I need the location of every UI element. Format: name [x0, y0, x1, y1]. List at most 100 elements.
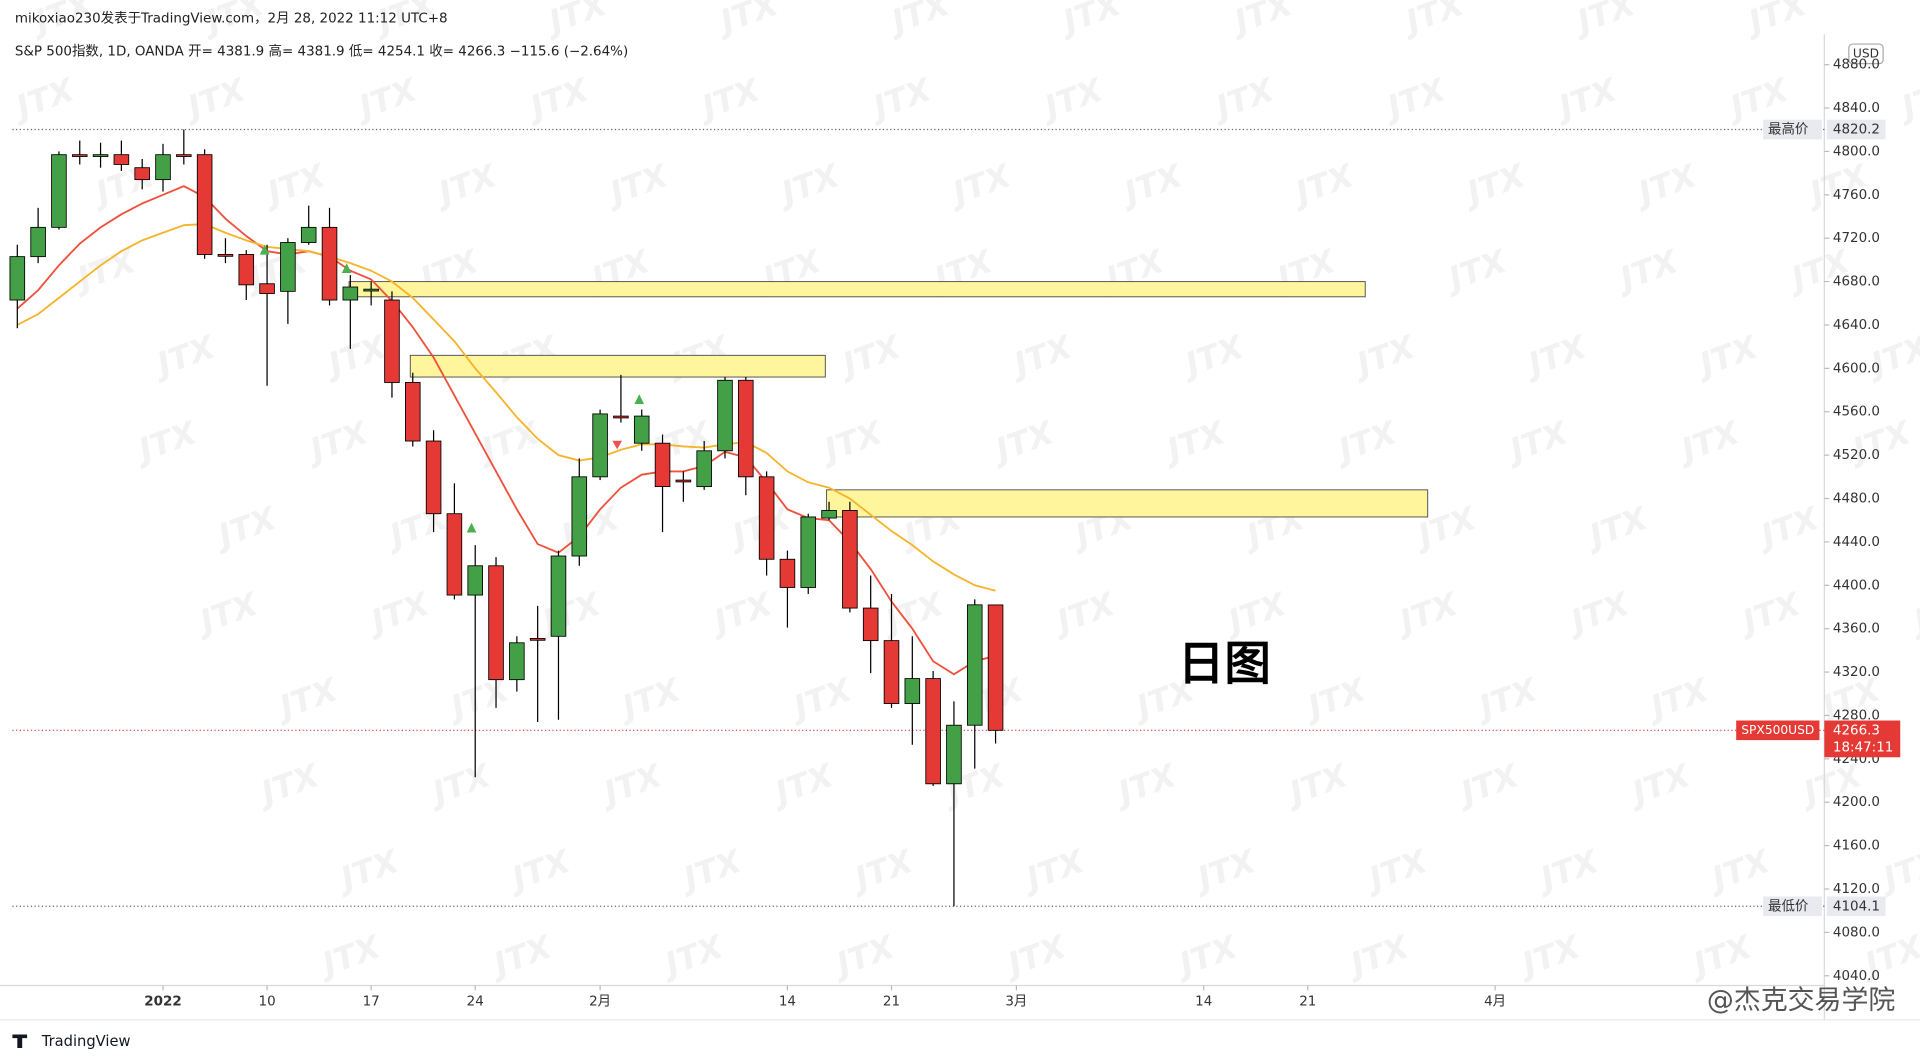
countdown: 18:47:11 — [1833, 740, 1893, 755]
y-tick-label: 4360.0 — [1833, 622, 1880, 637]
watermark: JTX — [1285, 156, 1360, 214]
y-tick-label: 4480.0 — [1833, 492, 1880, 507]
y-tick-label: 4040.0 — [1833, 969, 1880, 984]
ticker-box — [1736, 720, 1820, 741]
legend-item: 4266.3 — [458, 44, 505, 59]
watermark: JTX — [655, 927, 730, 985]
x-tick-label: 14 — [779, 994, 796, 1009]
x-tick-label: 17 — [363, 994, 380, 1009]
watermark: JTX — [1114, 156, 1189, 214]
watermark: JTX — [330, 841, 405, 899]
watermark: JTX — [1640, 670, 1715, 728]
watermark: JTX — [1512, 927, 1587, 985]
watermark: JTX — [1671, 413, 1746, 471]
candle-body — [446, 513, 463, 596]
candle-body — [176, 154, 192, 157]
zone — [826, 489, 1429, 518]
currency: USD — [1853, 46, 1879, 60]
watermark: JTX — [269, 670, 344, 728]
price-value: 4266.3 — [1833, 723, 1880, 738]
legend-item: S&P 500指数, 1D, OANDA — [15, 43, 185, 59]
y-tick-label: 4880.0 — [1833, 58, 1880, 73]
y-tick-label: 4720.0 — [1833, 231, 1880, 246]
x-tick-label: 4月 — [1484, 994, 1506, 1009]
y-tick-label: 4280.0 — [1833, 708, 1880, 723]
watermark: JTX — [599, 156, 674, 214]
watermark: JTX — [312, 927, 387, 985]
watermark: JTX — [1003, 327, 1078, 385]
watermark: JTX — [1622, 756, 1697, 814]
candle-body — [321, 226, 338, 301]
watermark: JTX — [483, 927, 558, 985]
candle-body — [363, 288, 379, 292]
candle-body — [633, 415, 650, 444]
candle-body — [675, 479, 692, 483]
candle-body — [779, 558, 796, 588]
legend-item: 4381.9 — [217, 44, 264, 59]
x-tick-label: 14 — [1195, 994, 1212, 1009]
watermark: JTX — [379, 499, 454, 557]
watermark: JTX — [863, 70, 938, 128]
watermark: JTX — [1157, 413, 1232, 471]
signal-up — [341, 263, 352, 274]
extreme-label: 最高价 — [1768, 121, 1809, 138]
watermark: JTX — [1860, 327, 1920, 385]
legend-item: 低= — [349, 43, 374, 59]
extreme-value: 4820.2 — [1833, 123, 1880, 138]
y-tick-label: 4120.0 — [1833, 882, 1880, 897]
candle-body — [987, 604, 1004, 731]
watermark: JTX — [1903, 584, 1920, 642]
watermark: JTX — [257, 156, 332, 214]
watermark: JTX — [251, 756, 326, 814]
watermark: JTX — [1799, 156, 1874, 214]
legend-item: 收= — [429, 43, 454, 59]
candle-body — [904, 678, 921, 704]
watermark: JTX — [1750, 499, 1825, 557]
candle-body — [134, 167, 150, 181]
watermark: JTX — [1518, 327, 1593, 385]
moving-average — [16, 223, 996, 592]
watermark: JTX — [532, 584, 607, 642]
x-tick-label: 21 — [883, 994, 900, 1009]
watermark: JTX — [538, 0, 613, 43]
watermark: JTX — [67, 241, 142, 299]
x-tick-label: 10 — [259, 994, 276, 1009]
ticker: SPX500USD — [1741, 723, 1814, 737]
tv-logo — [12, 1034, 28, 1048]
watermark: JTX — [1340, 927, 1415, 985]
watermark: JTX — [1169, 927, 1244, 985]
watermark: JTX — [422, 756, 497, 814]
watermark: JTX — [1438, 241, 1513, 299]
watermark: JTX — [593, 756, 668, 814]
candle-body — [800, 516, 817, 588]
candle-body — [717, 379, 733, 452]
legend-item: 开= — [188, 44, 213, 59]
watermark: JTX — [551, 499, 626, 557]
watermark: JTX — [177, 70, 252, 128]
candle-body — [571, 476, 588, 557]
y-tick-label: 4640.0 — [1833, 318, 1880, 333]
watermark: JTX — [826, 927, 901, 985]
watermark: JTX — [1891, 70, 1920, 128]
zone — [348, 281, 1366, 298]
legend-item: 4381.9 — [298, 44, 345, 59]
candle-body — [925, 678, 941, 785]
extreme-label: 最低价 — [1768, 898, 1809, 914]
legend-item: −115.6 — [510, 44, 560, 59]
x-tick-label: 21 — [1299, 994, 1316, 1009]
annotation: 日图 — [1178, 637, 1271, 691]
candle-body — [696, 450, 712, 488]
candle-body — [217, 254, 234, 257]
signal-up — [634, 394, 645, 405]
watermark: JTX — [349, 70, 424, 128]
watermark: JTX — [1450, 756, 1525, 814]
candle-body — [946, 724, 962, 785]
watermark: JTX — [704, 584, 779, 642]
candle-body — [966, 604, 983, 726]
candle-body — [405, 382, 421, 442]
x-tick-label: 3月 — [1005, 994, 1027, 1009]
watermark: JTX — [1389, 584, 1464, 642]
zone — [409, 354, 826, 378]
candle-body — [155, 154, 171, 181]
candle-body — [196, 154, 213, 255]
